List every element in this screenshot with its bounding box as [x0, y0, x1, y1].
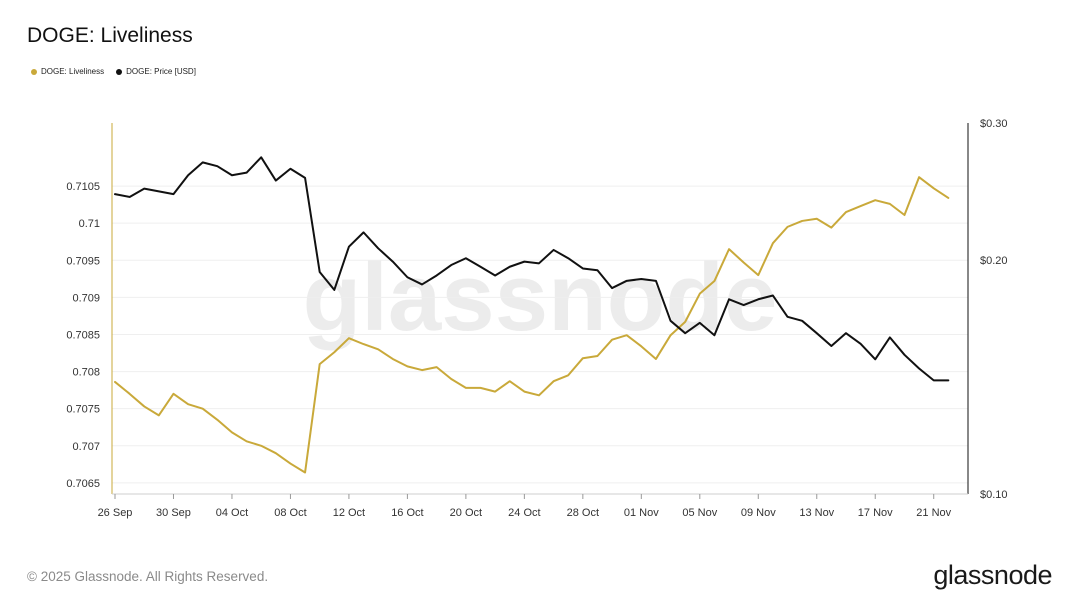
y-left-tick-label: 0.7075: [66, 404, 100, 416]
chart-title: DOGE: Liveliness: [27, 24, 193, 47]
x-tick-label: 21 Nov: [916, 507, 951, 519]
y-left-tick-label: 0.707: [72, 441, 100, 453]
legend-label-liveliness: DOGE: Liveliness: [41, 67, 105, 76]
x-tick-label: 28 Oct: [567, 507, 599, 519]
y-left-tick-label: 0.71: [79, 218, 100, 230]
chart-legend: DOGE: Liveliness DOGE: Price [USD]: [31, 67, 196, 76]
glassnode-logo: glassnode: [933, 560, 1052, 590]
x-tick-label: 24 Oct: [508, 507, 540, 519]
x-tick-label: 26 Sep: [98, 507, 133, 519]
y-left-tick-label: 0.708: [72, 367, 100, 379]
series-line-price: [114, 156, 950, 382]
y-left-tick-label: 0.7085: [66, 329, 100, 341]
x-tick-label: 01 Nov: [624, 507, 659, 519]
legend-dot-liveliness: [31, 68, 37, 75]
legend-label-price: DOGE: Price [USD]: [126, 67, 196, 76]
y-left-tick-label: 0.7095: [66, 255, 100, 267]
series-line-liveliness: [114, 176, 950, 474]
x-tick-label: 30 Sep: [156, 507, 191, 519]
x-tick-label: 20 Oct: [450, 507, 482, 519]
x-tick-label: 16 Oct: [391, 507, 423, 519]
y-left-tick-label: 0.7065: [66, 478, 100, 490]
y-right-tick-label: $0.10: [980, 489, 1008, 501]
x-tick-label: 08 Oct: [274, 507, 306, 519]
x-tick-label: 09 Nov: [741, 507, 776, 519]
y-right-tick-label: $0.30: [980, 118, 1008, 130]
legend-dot-price: [116, 68, 123, 75]
legend-item-liveliness[interactable]: DOGE: Liveliness: [31, 67, 104, 76]
y-right-tick-label: $0.20: [980, 255, 1008, 267]
y-left-tick-label: 0.709: [72, 292, 100, 304]
y-left-tick-label: 0.7105: [66, 181, 100, 193]
x-tick-label: 17 Nov: [858, 507, 893, 519]
x-tick-label: 13 Nov: [799, 507, 834, 519]
legend-item-price[interactable]: DOGE: Price [USD]: [116, 67, 196, 76]
x-tick-label: 04 Oct: [216, 507, 248, 519]
x-tick-label: 05 Nov: [682, 507, 717, 519]
x-tick-label: 12 Oct: [333, 507, 365, 519]
copyright-text: © 2025 Glassnode. All Rights Reserved.: [27, 569, 269, 584]
